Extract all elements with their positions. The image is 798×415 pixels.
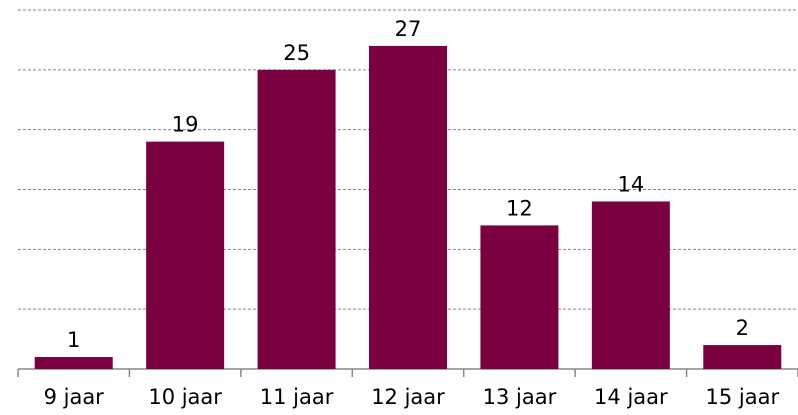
value-label: 27 <box>395 17 422 41</box>
bar <box>369 45 447 370</box>
value-label: 19 <box>172 113 199 137</box>
x-tick-label: 15 jaar <box>705 385 779 409</box>
bar <box>146 141 225 369</box>
x-tick-label: 10 jaar <box>148 385 222 409</box>
bar <box>480 225 559 369</box>
value-label: 1 <box>67 328 80 352</box>
x-tick-label: 12 jaar <box>371 385 445 409</box>
x-tick-label: 11 jaar <box>260 385 334 409</box>
x-tick-label: 9 jaar <box>44 385 105 409</box>
value-label: 14 <box>617 172 644 196</box>
value-label: 12 <box>506 196 533 220</box>
value-label: 2 <box>736 316 749 340</box>
value-label: 25 <box>283 41 310 65</box>
bar <box>703 345 782 369</box>
x-tick-label: 13 jaar <box>483 385 557 409</box>
bar <box>34 357 113 369</box>
x-tick-label: 14 jaar <box>594 385 668 409</box>
bar <box>257 69 336 369</box>
bar <box>591 201 670 369</box>
